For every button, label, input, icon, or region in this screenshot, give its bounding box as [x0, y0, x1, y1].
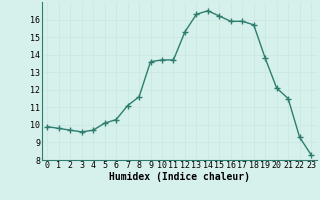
X-axis label: Humidex (Indice chaleur): Humidex (Indice chaleur)	[109, 172, 250, 182]
